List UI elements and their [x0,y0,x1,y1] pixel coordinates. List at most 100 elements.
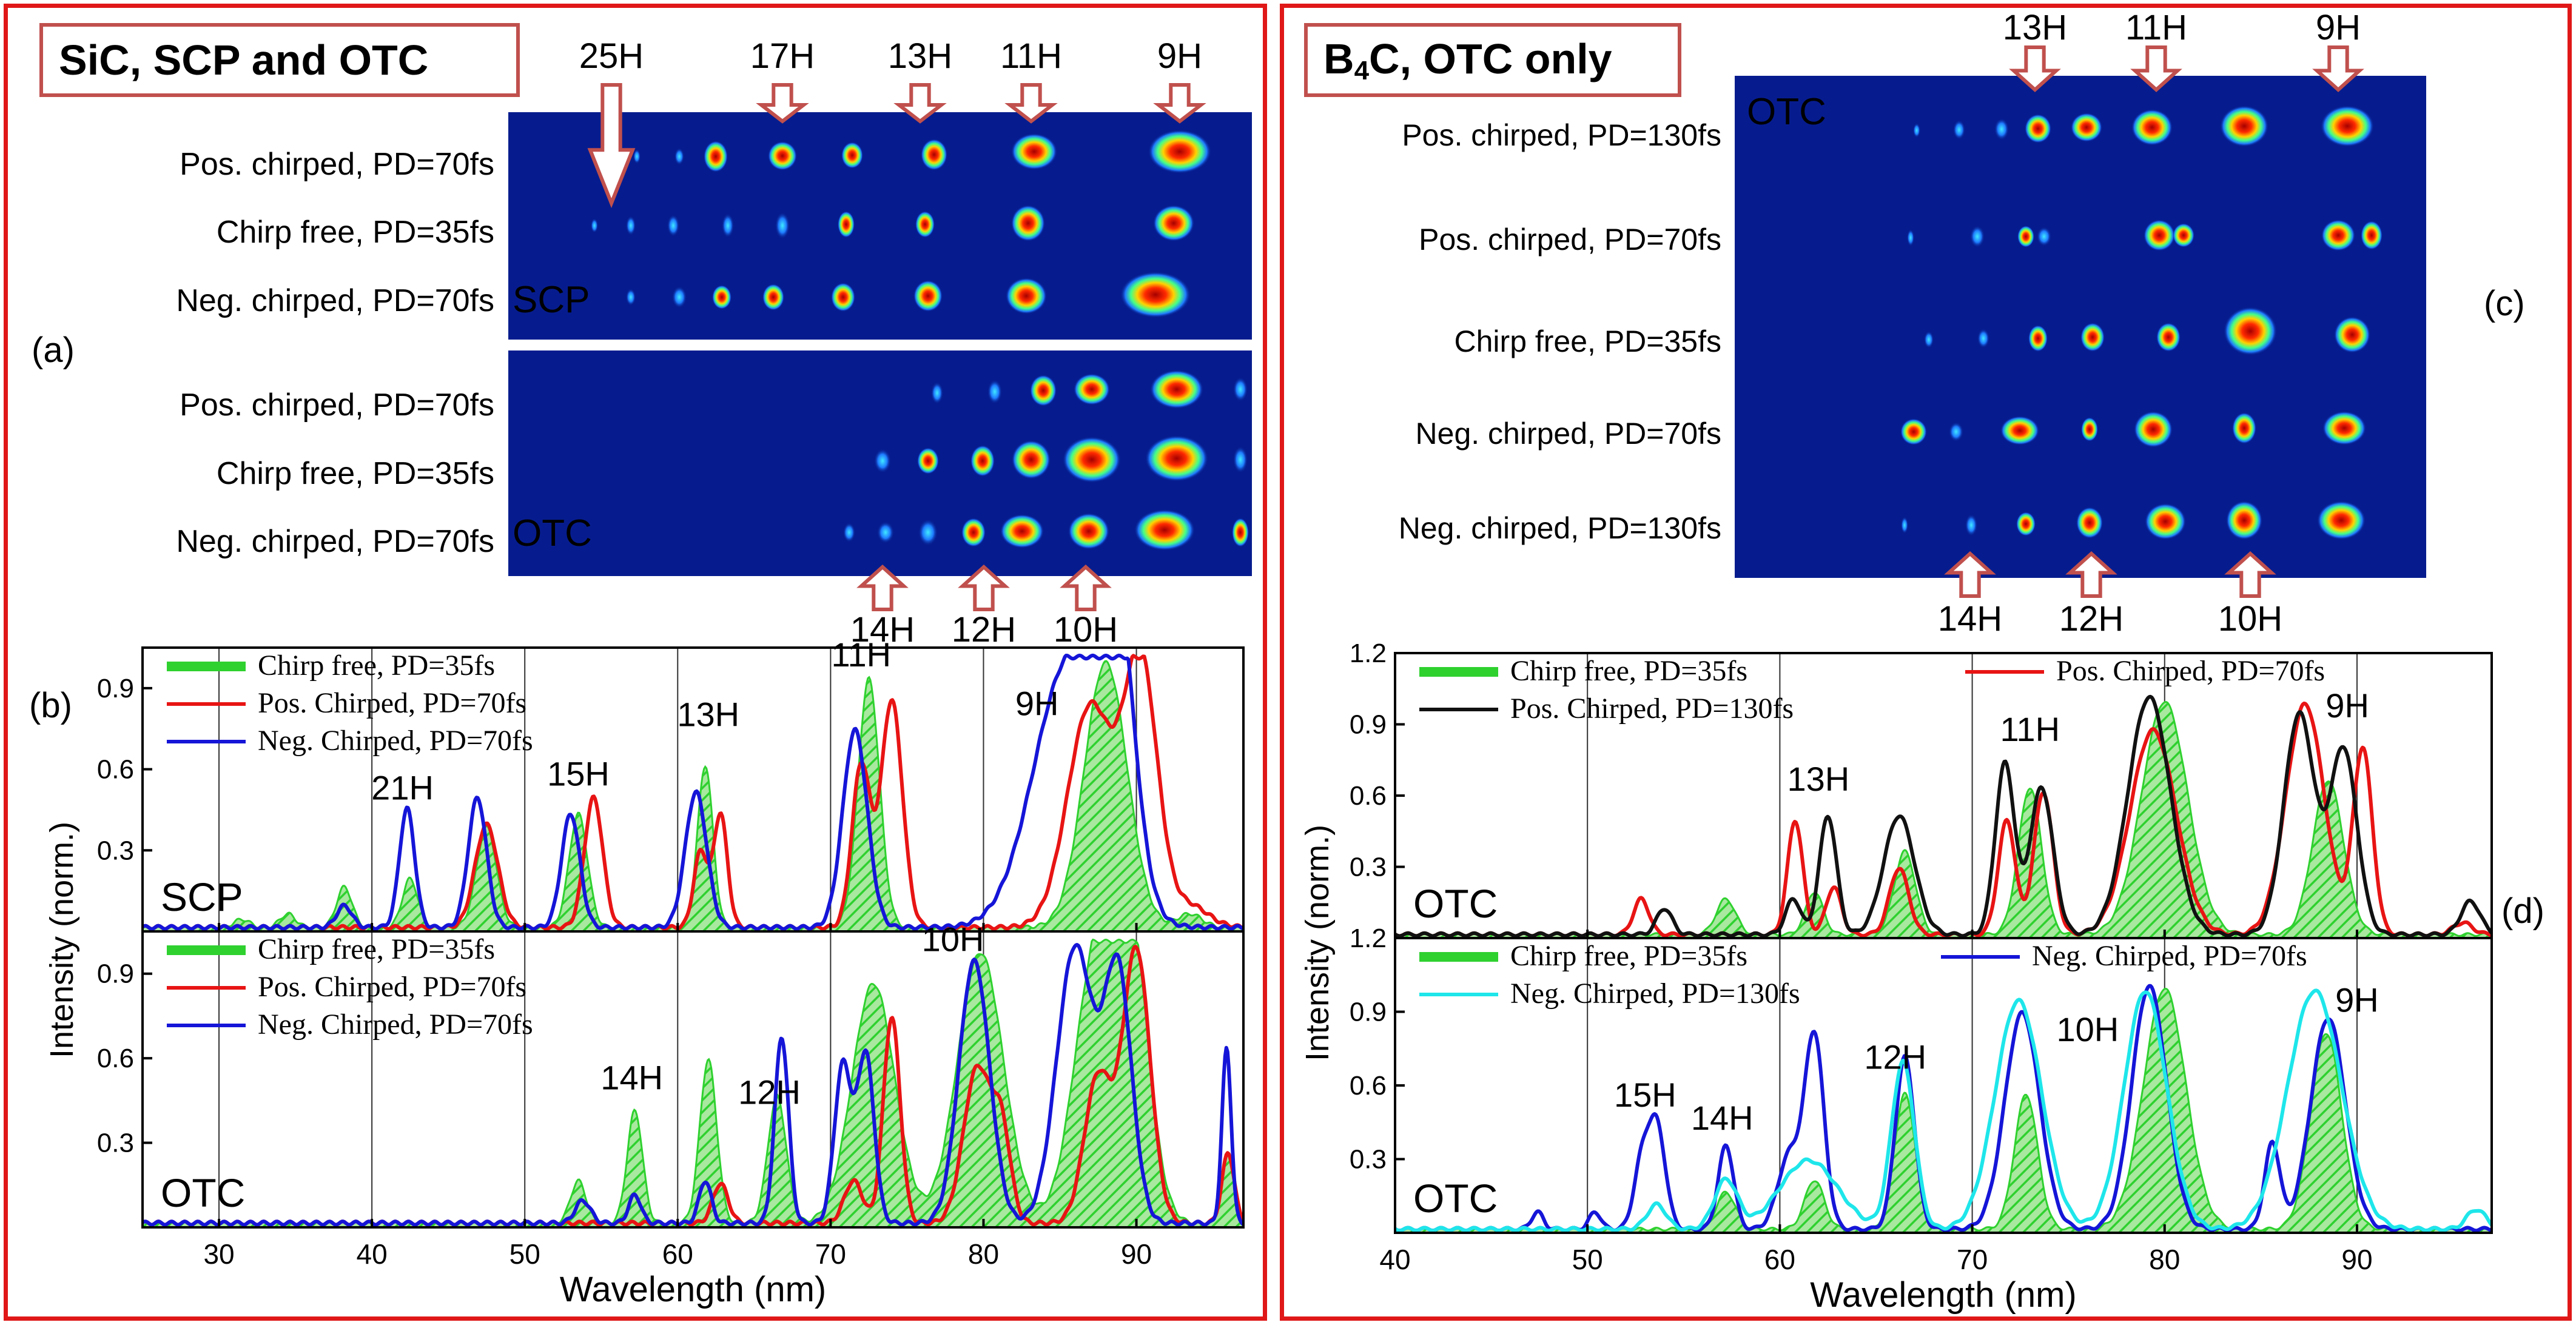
x-tick-label: 50 [1572,1244,1603,1275]
harmonic-arrow-down [893,83,947,124]
panel-c-harmonic-spot [1901,517,1908,534]
series-line-blue [143,653,1243,931]
panel-c-row-label: Pos. chirped, PD=70fs [1419,223,1721,257]
otc-harmonic-spot [1074,374,1110,405]
harmonic-label: 12H [738,1073,801,1111]
legend-entry: Neg. Chirped, PD=70fs [258,725,533,757]
panel-c-harmonic-spot [1970,226,1985,247]
panel-c-harmonic-spot [2224,307,2277,355]
chart-d-top: 0.3 0.6 0.9 1.2 Chirp free, PD=35fs Pos. Chir… [1350,639,2544,939]
otc-row-label: Pos. chirped, PD=70fs [180,387,494,423]
image-c-top-arrow-label: 13H [2003,8,2067,47]
right-panel-title: B4C, OTC only [1304,23,1681,97]
y-tick-label: 0.3 [97,1128,134,1158]
right-panel-frame [1280,4,2572,1321]
x-tick-label: 40 [357,1238,388,1270]
y-tick-label: 0.9 [1350,998,1387,1027]
legend-entry: Pos. Chirped, PD=70fs [258,687,526,719]
otc-harmonic-spot [874,449,891,473]
y-tick-label: 1.2 [1350,639,1387,668]
scp-harmonic-spot [591,218,598,233]
y-axis-label-d: Intensity (norm.) [1299,825,1336,1061]
plot-tag: OTC [1413,1176,1498,1221]
harmonic-label: 12H [1864,1038,1926,1076]
scp-harmonic-spot [913,280,943,312]
y-tick-label: 0.9 [97,959,134,989]
left-panel-title-text: SiC, SCP and OTC [59,36,429,84]
panel-c-harmonic-spot [1949,422,1963,441]
scp-harmonic-spot [841,142,863,169]
otc-harmonic-spot [961,518,986,547]
image-a-bottom-arrow-label: 14H [850,610,915,649]
panel-c-row-label: Chirp free, PD=35fs [1454,324,1721,358]
otc-harmonic-spot [987,380,1002,404]
scp-harmonic-spot [775,212,790,239]
panel-c-harmonic-spot [2361,221,2383,250]
harmonic-arrow-down [756,83,809,124]
panel-c-harmonic-spot [2025,114,2051,143]
y-tick-label: 0.9 [97,674,134,703]
panel-c-label: (c) [2484,284,2525,323]
chart-d-bottom: 0.3 0.6 0.9 1.2 40 50 60 70 80 90 Wavelength (nm) C… [1350,924,2493,1315]
scp-harmonic-spot [1120,272,1191,318]
otc-harmonic-spot [1233,377,1248,401]
panel-c-harmonic-spot [2321,220,2355,251]
x-axis-label: Wavelength (nm) [1810,1275,2076,1315]
panel-c-harmonic-spot [2220,106,2268,147]
panel-c-harmonic-spot [2080,323,2105,352]
left-panel-frame [4,4,1267,1321]
panel-c-harmonic-spot [1965,514,1977,536]
otc-harmonic-spot [1068,513,1109,549]
panel-c-harmonic-spot [2131,109,2173,146]
panel-c-harmonic-spot [2226,501,2262,540]
panel-c-harmonic-spot [2322,411,2366,445]
otc-harmonic-spot [931,382,943,404]
y-axis-label-b: Intensity (norm.) [44,822,80,1058]
x-tick-label: 60 [662,1238,693,1270]
image-c-bottom-arrow-label: 14H [1938,599,2002,639]
panel-c-row-label: Pos. chirped, PD=130fs [1402,118,1721,152]
legend-entry: Chirp free, PD=35fs [258,649,495,682]
scp-row-label: Chirp free, PD=35fs [217,215,494,250]
panel-c-image [1735,76,2426,578]
legend-entry: Pos. Chirped, PD=130fs [1510,693,1794,725]
panel-c-harmonic-spot [2144,220,2175,251]
y-tick-label: 0.6 [1350,1071,1387,1101]
harmonic-arrow-down [2312,45,2364,93]
panel-c-harmonic-spot [2321,106,2374,147]
scp-harmonic-spot [1148,130,1211,173]
legend-entry: Neg. Chirped, PD=130fs [1510,978,1800,1010]
harmonic-label: 13H [1787,760,1849,798]
left-panel-title: SiC, SCP and OTC [39,23,520,97]
panel-c-harmonic-spot [2028,325,2048,352]
scp-row-label: Neg. chirped, PD=70fs [176,283,494,318]
panel-c-harmonic-spot [2334,317,2370,353]
scp-harmonic-spot [838,211,855,238]
otc-harmonic-spot [1000,514,1044,548]
legend-entry: Neg. Chirped, PD=70fs [2032,940,2307,972]
panel-d-label: (d) [2501,891,2544,931]
x-tick-label: 70 [815,1238,846,1270]
harmonic-label: 11H [832,635,892,674]
harmonic-arrow-down [1004,83,1058,124]
harmonic-arrow-up [856,564,909,611]
panel-c-harmonic-spot [1924,331,1934,348]
harmonic-label: 21H [371,769,434,807]
panel-c-harmonic-spot [2232,412,2256,444]
y-tick-label: 1.2 [1350,924,1387,953]
harmonic-arrow-up [958,564,1010,611]
harmonic-label: 11H [2000,710,2060,748]
image-c-bottom-arrow-label: 10H [2218,599,2282,639]
scp-harmonic-spot [768,141,797,170]
harmonic-label: 15H [1614,1076,1676,1114]
panel-c-harmonic-spot [2000,416,2039,445]
harmonic-arrow-down [1153,83,1206,124]
panel-c-image-tag: OTC [1747,91,1826,133]
scp-harmonic-spot [672,286,687,308]
x-tick-label: 60 [1764,1244,1795,1275]
x-tick-label: 80 [2149,1244,2180,1275]
otc-harmonic-spot [1030,375,1057,406]
scp-harmonic-spot [633,149,641,164]
otc-harmonic-spot [1134,509,1195,551]
